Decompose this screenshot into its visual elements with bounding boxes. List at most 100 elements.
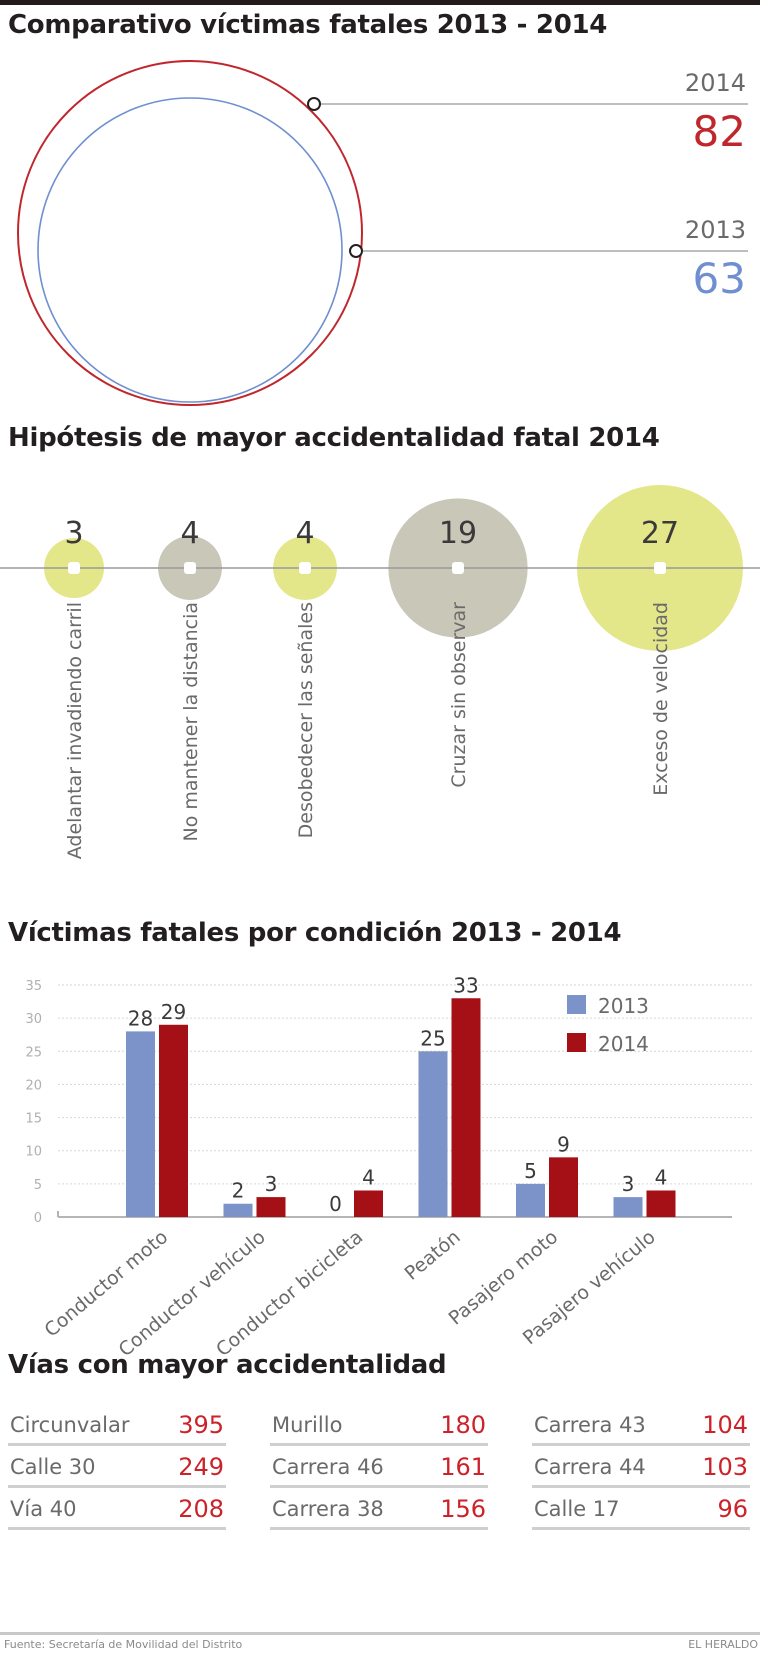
bar-2013	[613, 1197, 643, 1217]
via-row: Carrera 46 161	[270, 1448, 488, 1488]
via-value: 161	[440, 1453, 486, 1481]
top-bar	[0, 0, 760, 5]
via-row: Carrera 43 104	[532, 1406, 750, 1446]
bubble-label: Desobedecer las señales	[295, 602, 317, 838]
hipotesis-title: Hipótesis de mayor accidentalidad fatal …	[8, 423, 660, 453]
bar-value-label: 28	[128, 1006, 153, 1030]
bar-2014	[646, 1190, 676, 1217]
year-label-2014: 2014	[685, 69, 746, 97]
bar-value-label: 4	[362, 1165, 375, 1189]
bar-2014	[159, 1024, 188, 1217]
bubble-label: No mantener la distancia	[180, 602, 202, 842]
footer-brand: EL HERALDO	[688, 1638, 758, 1651]
bubble-value: 4	[180, 516, 199, 551]
legend-swatch-2014	[567, 1033, 586, 1052]
marker-2013	[349, 244, 363, 258]
comparativo-title: Comparativo víctimas fatales 2013 - 2014	[8, 10, 608, 40]
footer-source: Fuente: Secretaría de Movilidad del Dist…	[4, 1638, 243, 1651]
y-tick-label: 20	[25, 1078, 42, 1093]
bar-value-label: 3	[622, 1172, 635, 1196]
y-tick-label: 15	[25, 1112, 42, 1127]
hipotesis-chart: 3 Adelantar invadiendo carril 4 No mantener…	[0, 485, 760, 859]
bubble-value: 4	[295, 516, 314, 551]
bar-chart-title: Víctimas fatales por condición 2013 - 20…	[8, 918, 622, 948]
bar-value-label: 25	[420, 1026, 445, 1050]
bar-value-label: 29	[161, 1000, 186, 1024]
bubble-value: 3	[64, 516, 83, 551]
bar-value-label: 5	[524, 1159, 537, 1183]
x-category-label: Peatón	[401, 1226, 465, 1285]
bar-value-label: 33	[453, 973, 478, 997]
via-row: Calle 17 96	[532, 1490, 750, 1530]
via-value: 395	[178, 1411, 224, 1439]
bar-2013	[516, 1183, 545, 1217]
bubble-center-marker	[68, 562, 80, 574]
bubble-center-marker	[184, 562, 196, 574]
via-value: 104	[702, 1411, 748, 1439]
bar-value-label: 3	[265, 1172, 278, 1196]
circle-2013	[37, 97, 343, 403]
comparativo-chart: 2014 82 2013 63	[17, 60, 748, 406]
bar-2013	[418, 1051, 448, 1217]
via-name: Carrera 38	[272, 1497, 384, 1521]
legend-label: 2013	[598, 994, 649, 1018]
y-tick-label: 0	[34, 1211, 42, 1226]
bar-2014	[451, 998, 481, 1217]
via-name: Vía 40	[10, 1497, 77, 1521]
vias-column-2: Murillo 180 Carrera 46 161 Carrera 38 156	[270, 1406, 488, 1532]
bubble-label: Cruzar sin observar	[448, 602, 470, 788]
footer-divider	[0, 1632, 760, 1635]
circle-2014	[17, 60, 363, 406]
via-name: Murillo	[272, 1413, 343, 1437]
bubble-center-marker	[299, 562, 311, 574]
bar-value-label: 4	[655, 1165, 668, 1189]
bubble-center-marker	[654, 562, 666, 574]
y-tick-label: 10	[25, 1145, 42, 1160]
bar-value-label: 2	[232, 1179, 245, 1203]
via-name: Calle 30	[10, 1455, 96, 1479]
legend-swatch-2013	[567, 995, 586, 1014]
via-row: Vía 40 208	[8, 1490, 226, 1530]
bar-2014	[256, 1197, 286, 1217]
via-name: Carrera 43	[534, 1413, 646, 1437]
y-tick-label: 25	[25, 1045, 42, 1060]
via-value: 180	[440, 1411, 486, 1439]
via-row: Circunvalar 395	[8, 1406, 226, 1446]
marker-2014	[307, 97, 321, 111]
bar-2014	[354, 1190, 383, 1217]
y-tick-label: 30	[25, 1012, 42, 1027]
y-tick-label: 5	[34, 1178, 42, 1193]
legend-label: 2014	[598, 1032, 649, 1056]
bubble-value: 27	[641, 516, 679, 551]
bar-2014	[549, 1157, 578, 1217]
value-2014: 82	[693, 107, 746, 156]
year-label-2013: 2013	[685, 216, 746, 244]
bubble-label: Adelantar invadiendo carril	[64, 602, 86, 859]
via-value: 103	[702, 1453, 748, 1481]
value-2013: 63	[693, 254, 746, 303]
bubble-center-marker	[452, 562, 464, 574]
via-value: 249	[178, 1453, 224, 1481]
vias-column-3: Carrera 43 104 Carrera 44 103 Calle 17 96	[532, 1406, 750, 1532]
vias-column-1: Circunvalar 395 Calle 30 249 Vía 40 208	[8, 1406, 226, 1532]
bar-2013	[223, 1203, 253, 1217]
bar-2013	[126, 1031, 155, 1217]
via-row: Carrera 38 156	[270, 1490, 488, 1530]
via-row: Calle 30 249	[8, 1448, 226, 1488]
via-name: Circunvalar	[10, 1413, 130, 1437]
via-value: 96	[717, 1495, 748, 1523]
y-tick-label: 35	[25, 979, 42, 994]
via-value: 156	[440, 1495, 486, 1523]
bubble-value: 19	[439, 516, 477, 551]
bar-value-label: 9	[557, 1132, 570, 1156]
via-name: Carrera 44	[534, 1455, 646, 1479]
vias-title: Vías con mayor accidentalidad	[8, 1350, 447, 1380]
via-row: Carrera 44 103	[532, 1448, 750, 1488]
via-name: Calle 17	[534, 1497, 620, 1521]
via-value: 208	[178, 1495, 224, 1523]
bar-value-label: 0	[329, 1192, 342, 1216]
bubble-label: Exceso de velocidad	[650, 602, 672, 796]
via-name: Carrera 46	[272, 1455, 384, 1479]
via-row: Murillo 180	[270, 1406, 488, 1446]
